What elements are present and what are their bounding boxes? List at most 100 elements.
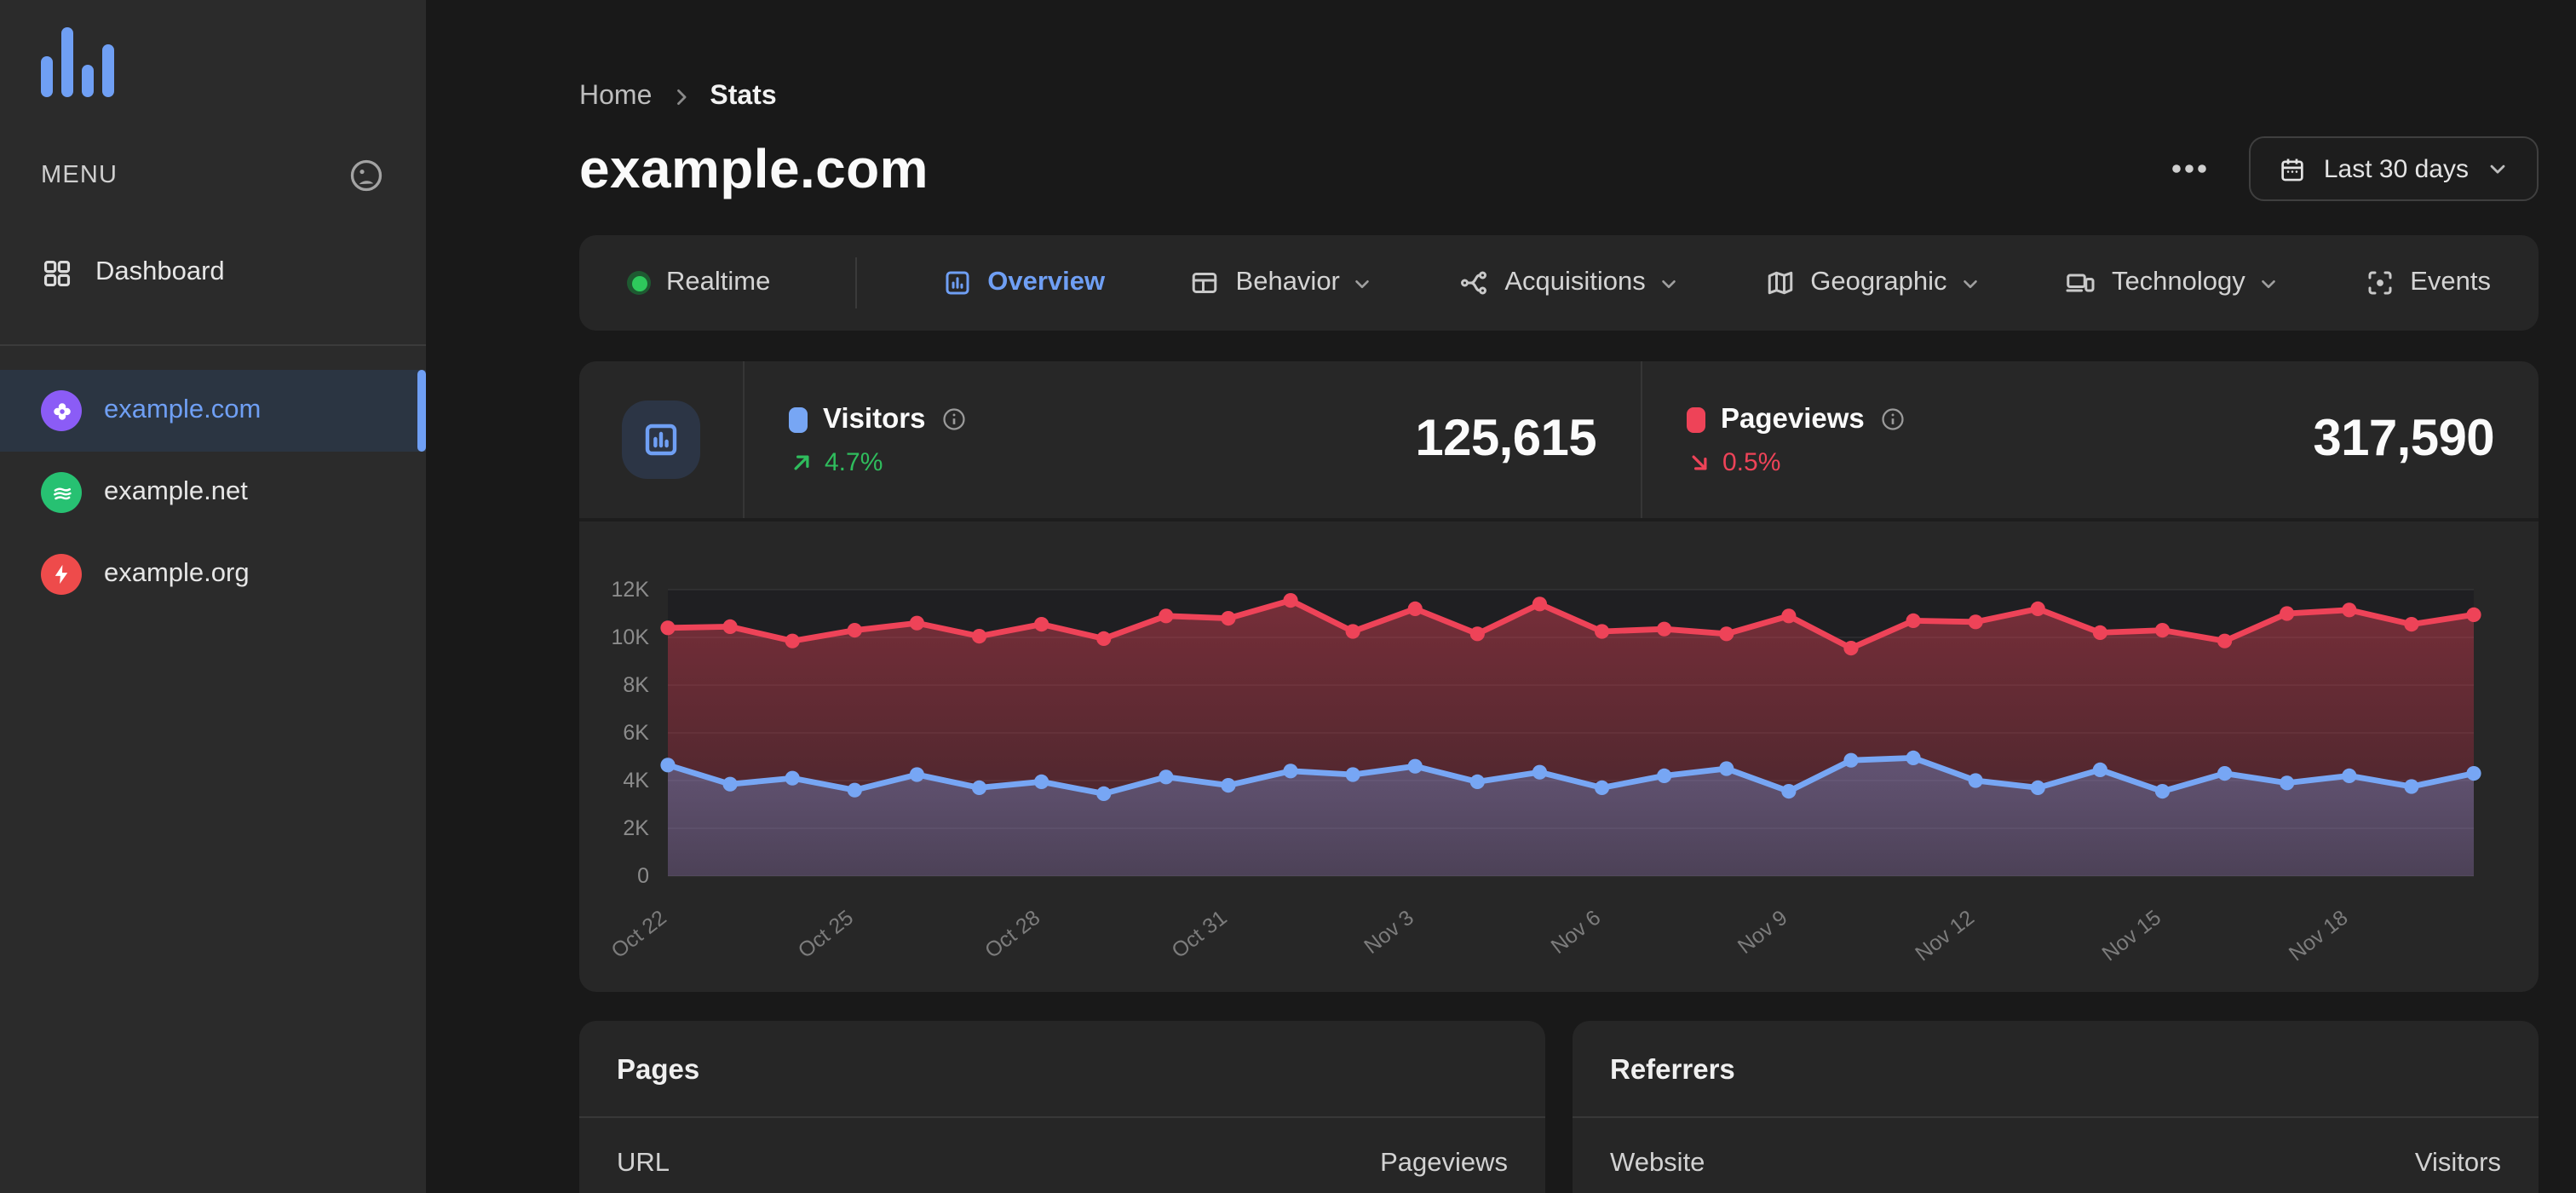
sidebar-item-dashboard[interactable]: Dashboard (0, 232, 426, 314)
svg-text:8K: 8K (623, 673, 649, 697)
column-header-url[interactable]: URL (617, 1149, 670, 1178)
visitors-swatch (789, 406, 808, 432)
sidebar-item-label: Dashboard (95, 257, 225, 286)
tab-behavior[interactable]: Behavior (1190, 268, 1374, 298)
tab-events[interactable]: Events (2364, 268, 2491, 298)
svg-text:10K: 10K (612, 625, 650, 649)
section-tabbar: Realtime Overview (579, 235, 2539, 331)
scan-icon (2364, 268, 2395, 298)
chart-badge-icon (622, 401, 700, 479)
traffic-chart[interactable]: 0 2K 4K 6K 8K 10K 12K Oct 22 Oct 25 Oct 28 Oct 31 N… (600, 539, 2518, 968)
info-icon[interactable] (940, 406, 968, 433)
tab-realtime[interactable]: Realtime (627, 268, 770, 298)
layout-icon (1190, 268, 1221, 298)
svg-text:6K: 6K (623, 721, 649, 745)
tab-acquisitions[interactable]: Acquisitions (1458, 268, 1679, 298)
devices-icon (2066, 268, 2096, 298)
tab-label: Events (2410, 268, 2491, 297)
stat-label: Visitors (823, 403, 926, 434)
app-logo-icon (41, 27, 114, 97)
tab-geographic[interactable]: Geographic (1764, 268, 1981, 298)
svg-text:Oct 28: Oct 28 (980, 906, 1044, 963)
info-icon[interactable] (1880, 406, 1907, 433)
stat-visitors: Visitors (745, 361, 1641, 518)
page-title: example.com (579, 137, 929, 199)
sidebar-site-example-net[interactable]: example.net (0, 452, 426, 533)
user-circle-icon[interactable] (348, 157, 385, 194)
sidebar: MENU Dashboard (0, 0, 426, 1193)
site-label: example.com (104, 395, 262, 424)
site-label: example.net (104, 477, 248, 506)
bar-chart-icon (941, 268, 972, 298)
svg-text:Nov 3: Nov 3 (1360, 906, 1418, 959)
svg-text:Nov 9: Nov 9 (1734, 906, 1792, 959)
tab-overview[interactable]: Overview (941, 268, 1105, 298)
tab-label: Overview (987, 268, 1106, 297)
column-header-pageviews[interactable]: Pageviews (1380, 1149, 1508, 1178)
change-value: 0.5% (1722, 447, 1781, 476)
arrow-down-right-icon (1687, 449, 1712, 475)
svg-text:Nov 15: Nov 15 (2098, 906, 2166, 966)
date-range-button[interactable]: Last 30 days (2248, 136, 2539, 201)
bolt-icon (41, 554, 82, 595)
branch-icon (1458, 268, 1489, 298)
waves-icon (41, 472, 82, 513)
svg-text:0: 0 (637, 864, 649, 888)
breadcrumb: Home Stats (579, 82, 2539, 112)
svg-text:Oct 25: Oct 25 (794, 906, 858, 963)
tab-technology[interactable]: Technology (2066, 268, 2280, 298)
pages-card: Pages URL Pageviews (579, 1021, 1545, 1193)
chevron-down-icon (2486, 157, 2510, 181)
tab-label: Realtime (666, 268, 771, 297)
grid-icon (41, 256, 73, 289)
calendar-icon (2278, 154, 2307, 183)
sidebar-site-example-com[interactable]: example.com (0, 370, 426, 452)
svg-text:2K: 2K (623, 816, 649, 840)
clover-icon (41, 390, 82, 431)
svg-text:Oct 22: Oct 22 (607, 906, 670, 963)
pageviews-swatch (1687, 406, 1705, 432)
menu-label: MENU (41, 162, 118, 189)
arrow-up-right-icon (789, 449, 814, 475)
chevron-down-icon (1352, 272, 1374, 294)
svg-text:12K: 12K (612, 578, 650, 602)
sidebar-divider (0, 344, 426, 346)
stat-label: Pageviews (1721, 403, 1865, 434)
tabbar-divider (854, 257, 857, 308)
pageviews-value: 317,590 (2313, 411, 2494, 467)
tab-label: Acquisitions (1504, 268, 1646, 297)
stats-header: Visitors (579, 361, 2539, 522)
tab-label: Geographic (1810, 268, 1947, 297)
stat-pageviews: Pageviews (1642, 361, 2539, 518)
column-header-website[interactable]: Website (1610, 1149, 1705, 1178)
tab-label: Technology (2111, 268, 2245, 297)
referrers-card: Referrers Website Visitors (1573, 1021, 2539, 1193)
change-value: 4.7% (825, 447, 883, 476)
main-content: Home Stats example.com (426, 0, 2576, 1193)
chevron-down-icon (1658, 272, 1680, 294)
site-label: example.org (104, 559, 250, 588)
svg-text:4K: 4K (623, 769, 649, 792)
svg-text:Nov 6: Nov 6 (1547, 906, 1606, 959)
chevron-right-icon (669, 85, 693, 109)
date-range-label: Last 30 days (2323, 154, 2469, 183)
pages-title: Pages (579, 1021, 1545, 1118)
overview-card: Visitors (579, 361, 2539, 992)
chevron-down-icon (1959, 272, 1981, 294)
tab-label: Behavior (1235, 268, 1340, 297)
realtime-dot (627, 271, 651, 295)
sidebar-site-example-org[interactable]: example.org (0, 533, 426, 615)
stats-divider (1641, 361, 1642, 518)
stats-iconbox (579, 361, 743, 518)
visitors-change: 4.7% (789, 447, 968, 476)
chevron-down-icon (2257, 272, 2280, 294)
svg-text:Nov 12: Nov 12 (1911, 906, 1979, 966)
chart-area: 0 2K 4K 6K 8K 10K 12K Oct 22 Oct 25 Oct 28 Oct 31 N… (579, 522, 2539, 992)
stats-divider (743, 361, 745, 518)
column-header-visitors[interactable]: Visitors (2414, 1149, 2501, 1178)
visitors-value: 125,615 (1415, 411, 1596, 467)
svg-text:Oct 31: Oct 31 (1167, 906, 1231, 963)
ellipsis-icon[interactable] (2160, 152, 2218, 186)
breadcrumb-home[interactable]: Home (579, 82, 653, 111)
referrers-title: Referrers (1573, 1021, 2539, 1118)
